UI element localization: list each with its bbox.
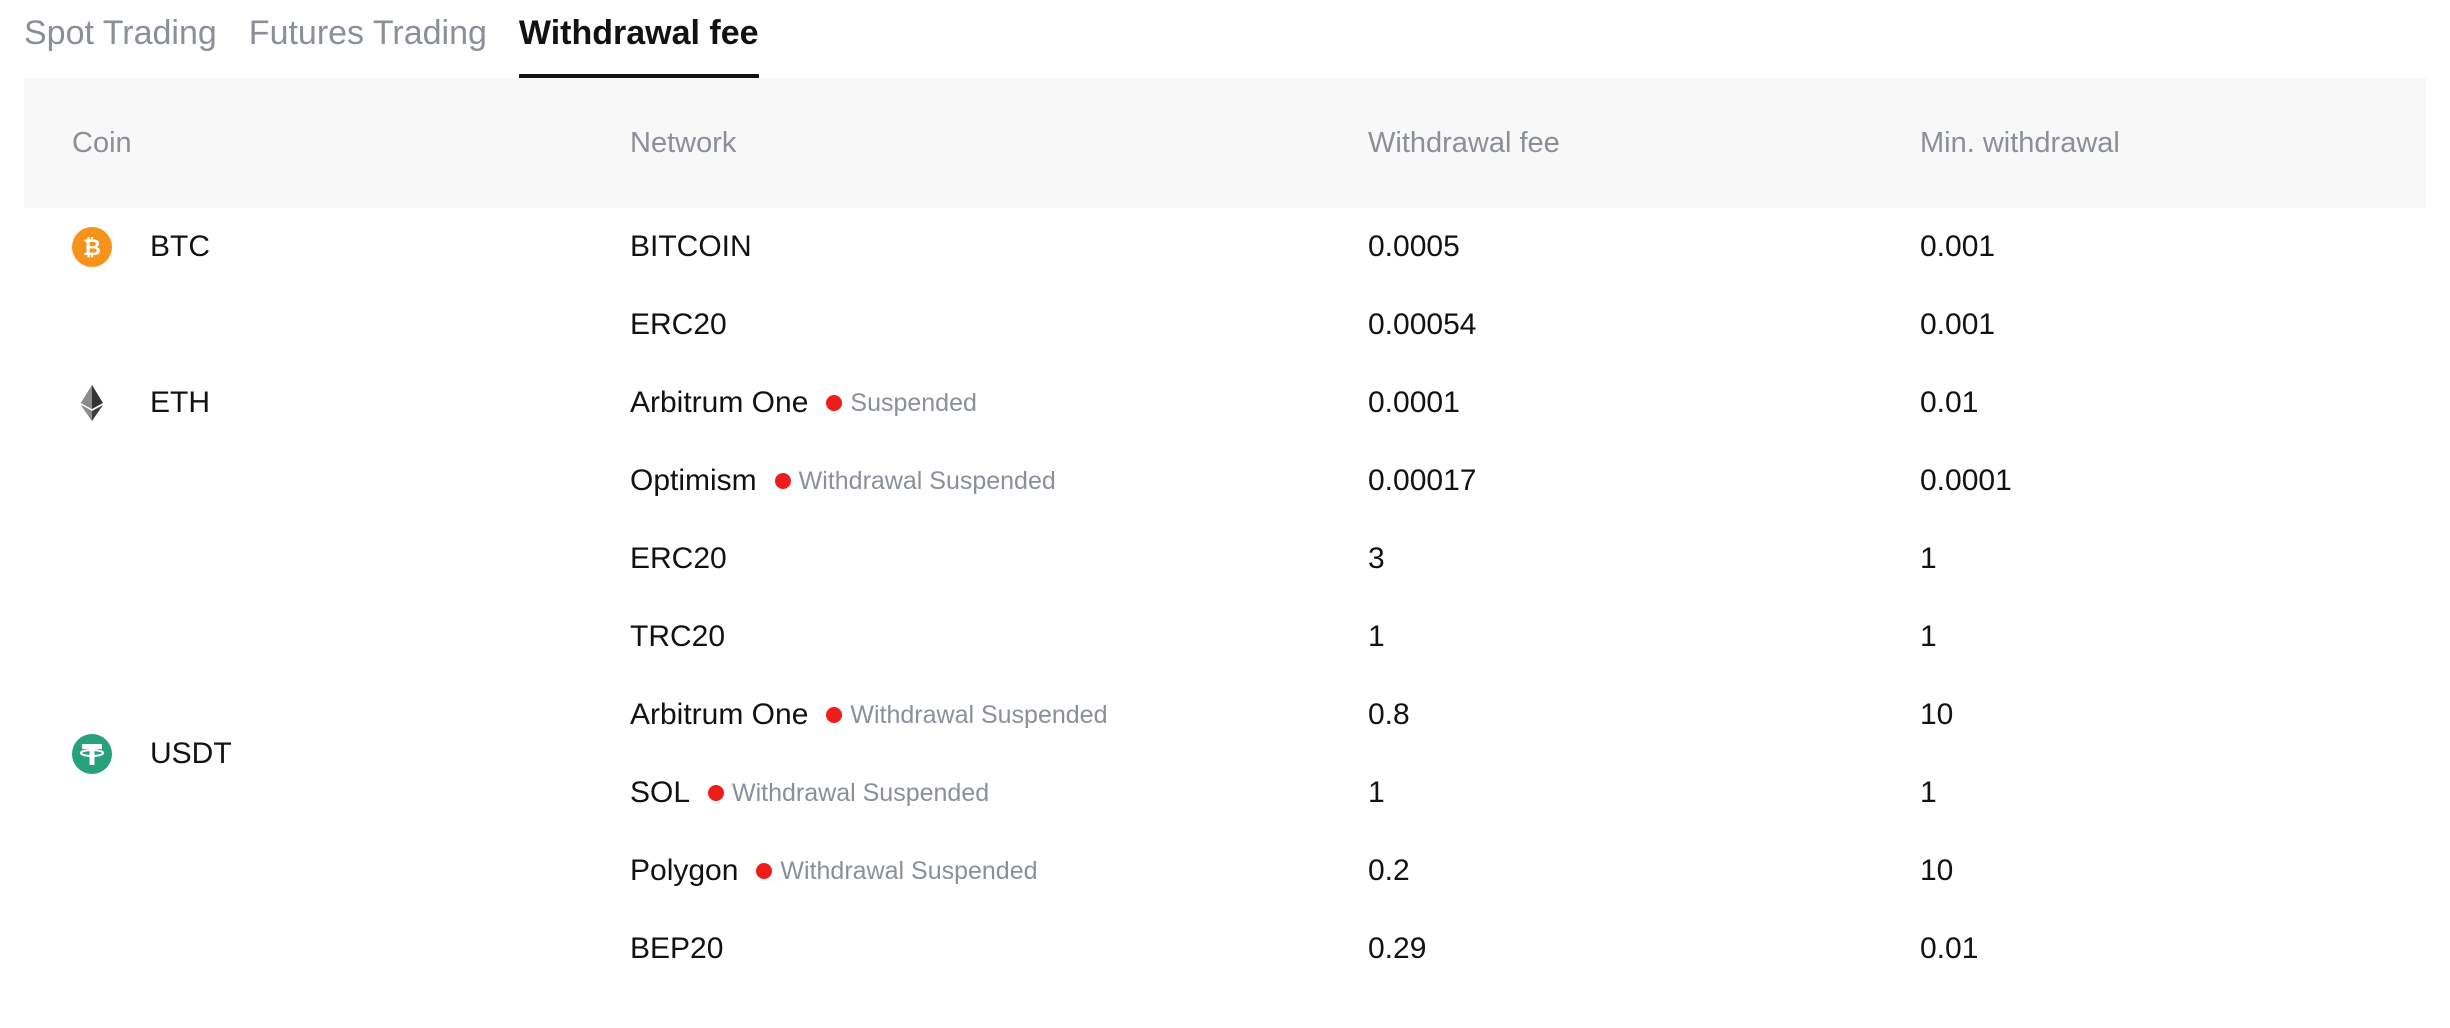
fee-tabs: Spot Trading Futures Trading Withdrawal …	[24, 0, 791, 80]
network-name: ERC20	[630, 542, 727, 575]
table-row: SOL Withdrawal Suspended 1 1	[24, 754, 2426, 832]
status-text: Withdrawal Suspended	[850, 701, 1108, 729]
tab-futures-trading[interactable]: Futures Trading	[248, 14, 487, 52]
tether-icon	[72, 734, 112, 774]
ethereum-icon	[72, 383, 112, 423]
status-dot-icon	[708, 785, 725, 801]
min-withdrawal-cell: 0.01	[1920, 932, 1979, 965]
min-withdrawal-cell: 1	[1920, 776, 1937, 809]
network-cell: Arbitrum One Withdrawal Suspended	[630, 676, 1107, 754]
fee-cell: 3	[1368, 542, 1385, 575]
coin-cell-usdt: USDT	[72, 520, 232, 988]
status-text: Withdrawal Suspended	[780, 857, 1038, 885]
fee-cell: 0.2	[1368, 854, 1410, 887]
network-cell: SOL Withdrawal Suspended	[630, 754, 989, 832]
coin-cell-eth: ETH	[72, 286, 210, 520]
status-badge: Withdrawal Suspended	[774, 442, 1056, 520]
table-row: ERC20 0.00054 0.001	[24, 286, 2426, 364]
fee-cell: 1	[1368, 620, 1385, 653]
tab-withdrawal-fee[interactable]: Withdrawal fee	[518, 0, 759, 80]
network-name: BITCOIN	[630, 230, 752, 263]
min-withdrawal-cell: 10	[1920, 698, 1954, 731]
table-row: TRC20 1 1	[24, 598, 2426, 676]
table-row: Polygon Withdrawal Suspended 0.2 10	[24, 832, 2426, 910]
table-row: Optimism Withdrawal Suspended 0.00017 0.…	[24, 442, 2426, 520]
status-badge: Withdrawal Suspended	[756, 832, 1038, 910]
table-row: BITCOIN 0.0005 0.001	[24, 208, 2426, 286]
min-withdrawal-cell: 0.01	[1920, 386, 1979, 419]
coin-cell-btc: ₿ BTC	[72, 208, 210, 286]
network-name: Arbitrum One	[630, 698, 809, 731]
status-badge: Withdrawal Suspended	[708, 754, 989, 832]
network-name: ERC20	[630, 308, 727, 341]
status-badge: Withdrawal Suspended	[826, 676, 1107, 754]
network-cell: BITCOIN	[630, 208, 752, 286]
network-name: Arbitrum One	[630, 386, 809, 419]
fee-cell: 0.8	[1368, 698, 1410, 731]
bitcoin-icon: ₿	[72, 227, 112, 267]
network-cell: TRC20	[630, 598, 725, 676]
network-cell: ERC20	[630, 520, 727, 598]
header-min-withdrawal: Min. withdrawal	[1920, 127, 2120, 159]
coin-symbol: BTC	[150, 230, 210, 263]
fee-cell: 0.29	[1368, 932, 1427, 965]
table-row: Arbitrum One Suspended 0.0001 0.01	[24, 364, 2426, 442]
network-name: TRC20	[630, 620, 726, 653]
table-header: Coin Network Withdrawal fee Min. withdra…	[24, 78, 2426, 208]
table-row: ERC20 3 1	[24, 520, 2426, 598]
network-cell: Arbitrum One Suspended	[630, 364, 977, 442]
status-text: Withdrawal Suspended	[798, 467, 1056, 495]
status-dot-icon	[774, 473, 791, 489]
tab-spot-trading[interactable]: Spot Trading	[24, 14, 217, 52]
svg-text:₿: ₿	[83, 236, 101, 261]
network-name: Optimism	[630, 464, 757, 497]
network-cell: Polygon Withdrawal Suspended	[630, 832, 1038, 910]
fee-cell: 1	[1368, 776, 1385, 809]
header-withdrawal-fee: Withdrawal fee	[1368, 127, 1560, 159]
min-withdrawal-cell: 0.001	[1920, 230, 1996, 263]
table-row: BEP20 0.29 0.01	[24, 910, 2426, 988]
fee-cell: 0.0005	[1368, 230, 1460, 263]
network-cell: ERC20	[630, 286, 727, 364]
coin-symbol: ETH	[150, 386, 210, 419]
network-cell: Optimism Withdrawal Suspended	[630, 442, 1056, 520]
fee-cell: 0.00017	[1368, 464, 1477, 497]
network-name: BEP20	[630, 932, 724, 965]
status-text: Withdrawal Suspended	[732, 779, 990, 807]
header-coin: Coin	[72, 127, 132, 159]
header-network: Network	[630, 127, 737, 159]
network-cell: BEP20	[630, 910, 723, 988]
min-withdrawal-cell: 1	[1920, 542, 1937, 575]
fee-cell: 0.00054	[1368, 308, 1477, 341]
min-withdrawal-cell: 0.0001	[1920, 464, 2012, 497]
table-row: Arbitrum One Withdrawal Suspended 0.8 10	[24, 676, 2426, 754]
min-withdrawal-cell: 0.001	[1920, 308, 1996, 341]
status-dot-icon	[826, 395, 843, 411]
min-withdrawal-cell: 1	[1920, 620, 1937, 653]
status-dot-icon	[756, 863, 773, 879]
status-text: Suspended	[850, 389, 977, 417]
fee-cell: 0.0001	[1368, 386, 1460, 419]
coin-symbol: USDT	[150, 737, 232, 770]
network-name: SOL	[630, 776, 691, 809]
status-badge: Suspended	[826, 364, 977, 442]
network-name: Polygon	[630, 854, 739, 887]
status-dot-icon	[826, 707, 843, 723]
min-withdrawal-cell: 10	[1920, 854, 1954, 887]
